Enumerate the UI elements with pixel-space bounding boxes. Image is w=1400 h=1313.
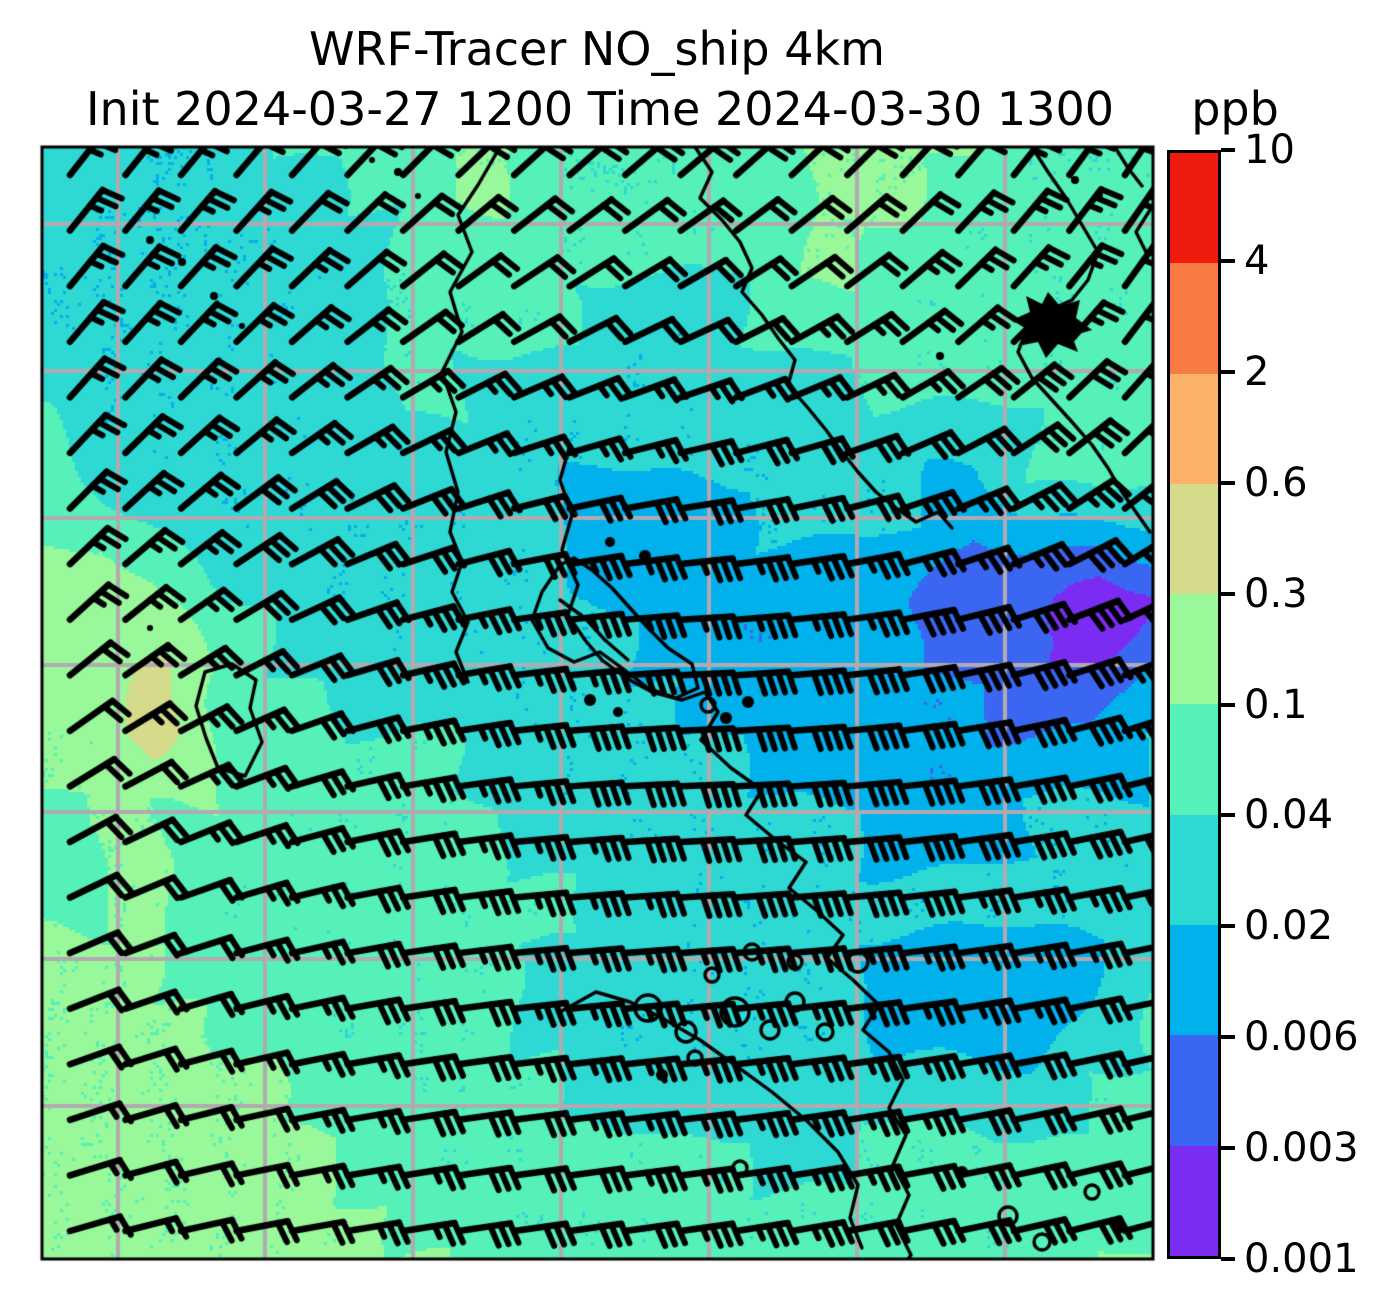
colorbar-units-label: ppb bbox=[1191, 82, 1279, 136]
colorbar-segment bbox=[1170, 153, 1218, 264]
colorbar bbox=[1167, 150, 1221, 1259]
colorbar-tick-label: 10 bbox=[1244, 127, 1295, 173]
colorbar-tick bbox=[1221, 148, 1235, 152]
colorbar-segment bbox=[1170, 263, 1218, 374]
colorbar-segment bbox=[1170, 704, 1218, 815]
colorbar-tick-label: 0.1 bbox=[1244, 681, 1308, 728]
figure-subtitle: Init 2024-03-27 1200 Time 2024-03-30 130… bbox=[85, 82, 1114, 136]
colorbar-segment bbox=[1170, 373, 1218, 484]
colorbar-tick bbox=[1221, 1146, 1235, 1151]
colorbar-tick bbox=[1221, 258, 1235, 263]
colorbar-segment bbox=[1170, 925, 1218, 1036]
colorbar-tick bbox=[1221, 813, 1235, 818]
colorbar-segment bbox=[1170, 483, 1218, 595]
colorbar-tick-label: 0.003 bbox=[1244, 1125, 1359, 1172]
colorbar-tick-label: 0.6 bbox=[1244, 459, 1308, 506]
colorbar-segment bbox=[1170, 814, 1218, 926]
colorbar-segment bbox=[1170, 1145, 1218, 1256]
colorbar-tick bbox=[1221, 1035, 1235, 1040]
colorbar-tick bbox=[1221, 591, 1235, 596]
colorbar-tick bbox=[1221, 369, 1235, 374]
colorbar-tick-label: 2 bbox=[1244, 348, 1270, 395]
colorbar-tick-label: 0.02 bbox=[1244, 903, 1334, 950]
colorbar-tick bbox=[1221, 924, 1235, 929]
colorbar-tick bbox=[1221, 480, 1235, 485]
colorbar-tick-label: 0.001 bbox=[1244, 1236, 1359, 1282]
colorbar-tick bbox=[1221, 702, 1235, 707]
colorbar-segment bbox=[1170, 594, 1218, 705]
colorbar-tick-label: 4 bbox=[1244, 237, 1270, 284]
colorbar-tick-label: 0.006 bbox=[1244, 1014, 1359, 1061]
colorbar-tick-label: 0.04 bbox=[1244, 792, 1334, 839]
colorbar-tick bbox=[1221, 1257, 1235, 1261]
colorbar-tick-label: 0.3 bbox=[1244, 570, 1308, 617]
figure-title: WRF-Tracer NO_ship 4km bbox=[309, 22, 885, 76]
colorbar-segment bbox=[1170, 1035, 1218, 1146]
